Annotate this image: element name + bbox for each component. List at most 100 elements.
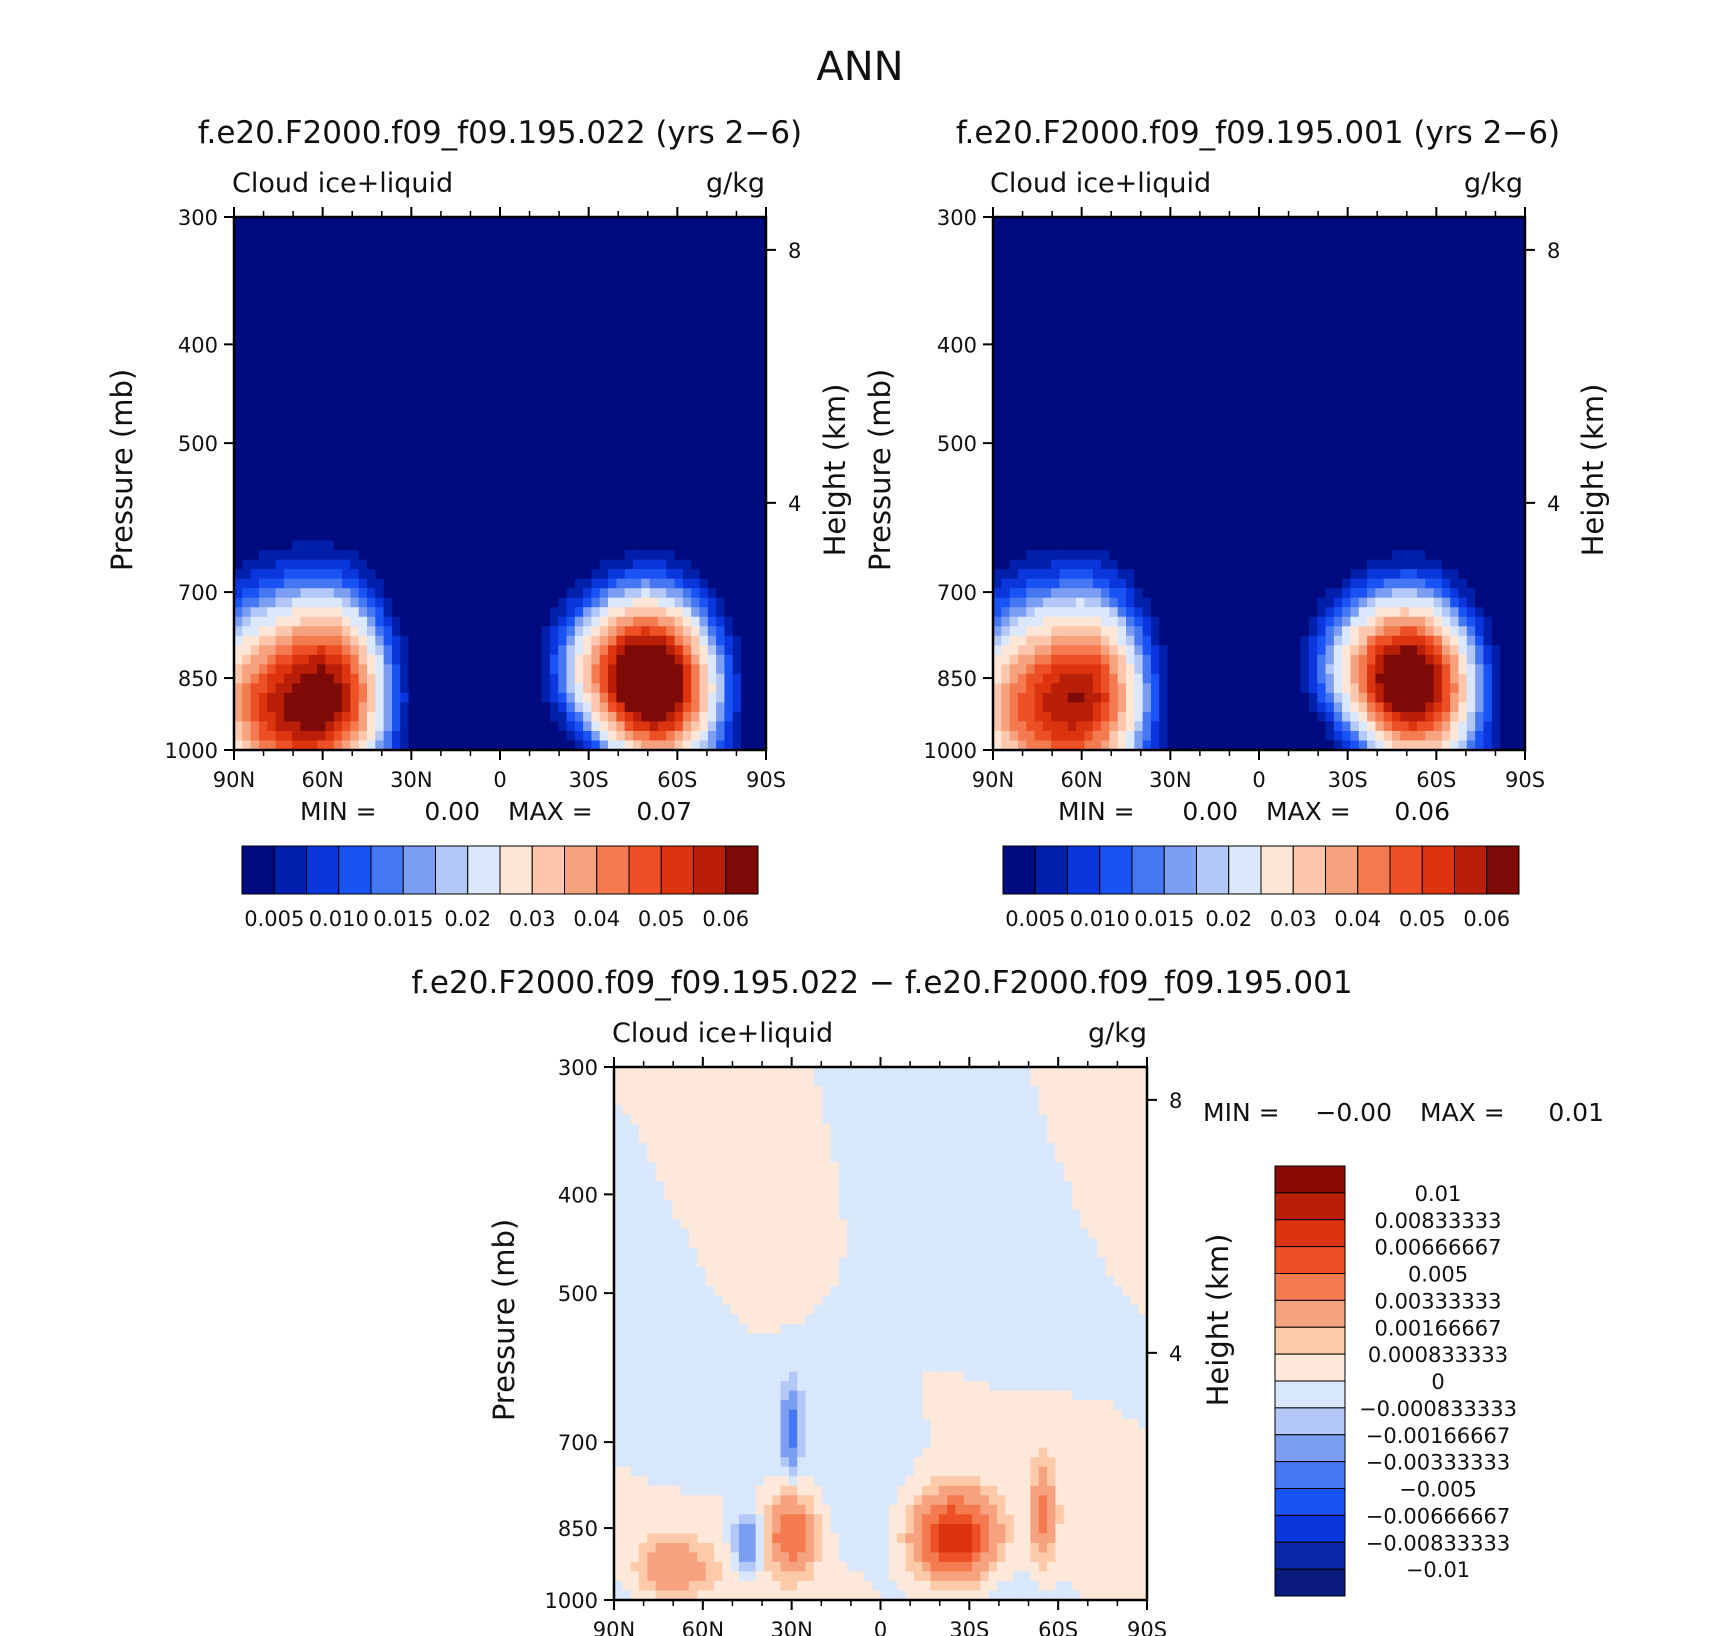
contour-cell — [541, 597, 551, 608]
contour-cell — [358, 531, 368, 542]
contour-cell — [317, 711, 327, 723]
contour-cell — [533, 740, 543, 751]
contour-cell — [375, 397, 385, 408]
contour-cell — [691, 483, 701, 494]
contour-cell — [1109, 359, 1119, 370]
contour-cell — [1325, 217, 1335, 228]
contour-cell — [1067, 350, 1077, 361]
contour-cell — [533, 607, 543, 618]
contour-cell — [383, 454, 393, 466]
contour-cell — [416, 483, 426, 494]
contour-cell — [1350, 217, 1360, 228]
contour-cell — [583, 217, 593, 228]
contour-cell — [433, 217, 443, 228]
contour-cell — [358, 416, 368, 427]
contour-cell — [408, 673, 418, 684]
contour-cell — [533, 559, 543, 570]
contour-cell — [657, 435, 667, 447]
contour-cell — [342, 407, 351, 418]
contour-cell — [1142, 340, 1152, 351]
contour-cell — [258, 226, 268, 237]
contour-cell — [1375, 293, 1385, 304]
contour-cell — [250, 359, 260, 370]
contour-cell — [350, 464, 360, 475]
contour-cell — [1500, 283, 1509, 294]
contour-cell — [450, 711, 460, 723]
contour-cell — [275, 635, 285, 646]
contour-cell — [483, 664, 493, 675]
contour-cell — [616, 493, 626, 504]
contour-cell — [599, 416, 609, 427]
contour-cell — [583, 359, 593, 370]
contour-cell — [1416, 274, 1426, 285]
contour-cell — [458, 331, 468, 342]
contour-cell — [1259, 359, 1268, 370]
contour-cell — [732, 730, 742, 742]
contour-cell — [358, 350, 368, 361]
contour-cell — [1059, 226, 1069, 237]
contour-cell — [1342, 217, 1352, 228]
contour-cell — [441, 407, 451, 418]
contour-cell — [317, 502, 327, 513]
contour-cell — [724, 302, 734, 313]
contour-cell — [1392, 359, 1401, 370]
contour-cell — [674, 702, 684, 713]
contour-cell — [317, 302, 327, 313]
contour-cell — [350, 559, 360, 570]
contour-cell — [275, 654, 285, 665]
contour-cell — [308, 502, 318, 513]
contour-cell — [574, 416, 584, 427]
contour-cell — [275, 255, 285, 266]
contour-cell — [391, 217, 401, 228]
contour-cell — [242, 550, 252, 561]
contour-cell — [533, 388, 543, 399]
contour-cell — [741, 711, 750, 723]
contour-cell — [1358, 236, 1368, 247]
contour-cell — [292, 588, 302, 599]
contour-cell — [450, 483, 460, 494]
contour-cell — [367, 512, 376, 523]
contour-cell — [508, 350, 518, 361]
contour-cell — [1051, 217, 1061, 228]
contour-cell — [275, 217, 285, 228]
contour-cell — [1259, 378, 1268, 389]
contour-cell — [574, 407, 584, 418]
contour-cell — [1167, 274, 1177, 285]
contour-cell — [591, 588, 601, 599]
contour-cell — [391, 340, 401, 351]
contour-cell — [558, 588, 568, 599]
contour-cell — [234, 692, 243, 704]
contour-cell — [1126, 350, 1135, 361]
contour-cell — [1159, 388, 1169, 399]
contour-cell — [533, 350, 543, 361]
contour-cell — [1392, 274, 1401, 285]
contour-cell — [641, 217, 651, 228]
contour-cell — [283, 635, 293, 646]
contour-cell — [1159, 312, 1169, 323]
contour-cell — [682, 302, 692, 313]
contour-cell — [649, 321, 659, 332]
contour-cell — [408, 512, 418, 523]
contour-cell — [1001, 407, 1011, 418]
contour-cell — [250, 293, 260, 304]
contour-cell — [1358, 255, 1368, 266]
contour-cell — [350, 255, 360, 266]
contour-cell — [1317, 331, 1327, 342]
contour-cell — [250, 321, 260, 332]
contour-cell — [258, 502, 268, 513]
contour-cell — [267, 321, 277, 332]
contour-cell — [383, 531, 393, 542]
contour-cell — [275, 673, 285, 684]
contour-cell — [1017, 245, 1027, 256]
contour-cell — [317, 331, 327, 342]
contour-cell — [649, 540, 659, 551]
contour-cell — [1383, 359, 1393, 370]
panel-a-title: f.e20.F2000.f09_f09.195.022 (yrs 2−6) — [198, 115, 802, 151]
contour-cell — [333, 721, 343, 732]
contour-cell — [242, 340, 252, 351]
contour-cell — [1483, 331, 1493, 342]
contour-cell — [1516, 359, 1526, 370]
contour-cell — [699, 359, 709, 370]
contour-cell — [1001, 350, 1011, 361]
contour-cell — [533, 293, 543, 304]
